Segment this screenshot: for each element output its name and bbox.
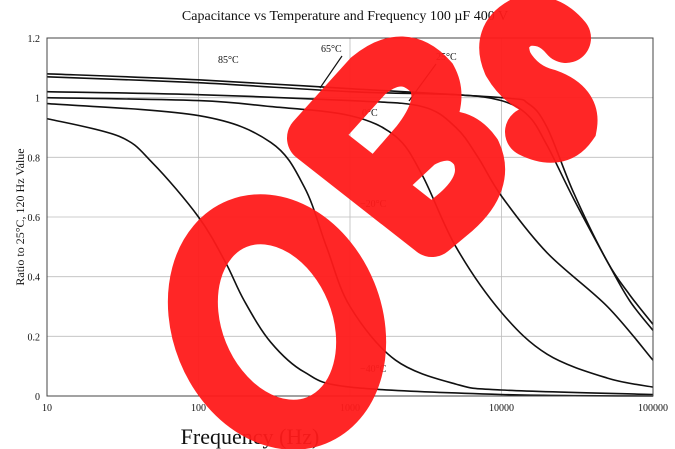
x-tick-label: 10000 [489,403,514,414]
y-tick-label: 0.2 [28,332,41,343]
curve-label: 85°C [218,55,239,66]
y-tick-label: 0 [35,392,40,403]
x-tick-label: 100000 [638,403,668,414]
curve-label: 0°C [362,108,378,119]
y-tick-label: 1 [35,94,40,105]
y-axis-label: Ratio to 25°C, 120 Hz Value [13,148,27,285]
x-tick-label: 10 [42,403,52,414]
y-tick-label: 0.6 [28,213,41,224]
y-tick-label: 1.2 [28,34,41,45]
chart-title: Capacitance vs Temperature and Frequency… [182,9,508,24]
watermark-letter-o [167,194,387,449]
curve-label: 65°C [321,44,342,55]
y-tick-label: 0.8 [28,153,41,164]
curve-label-leader [319,55,343,89]
y-tick-label: 0.4 [28,273,41,284]
watermark-letter-s [479,0,598,163]
watermark-letter-b [287,36,505,257]
obs-watermark [167,0,598,449]
series-line-40c [46,117,654,397]
x-tick-label: 100 [191,403,206,414]
